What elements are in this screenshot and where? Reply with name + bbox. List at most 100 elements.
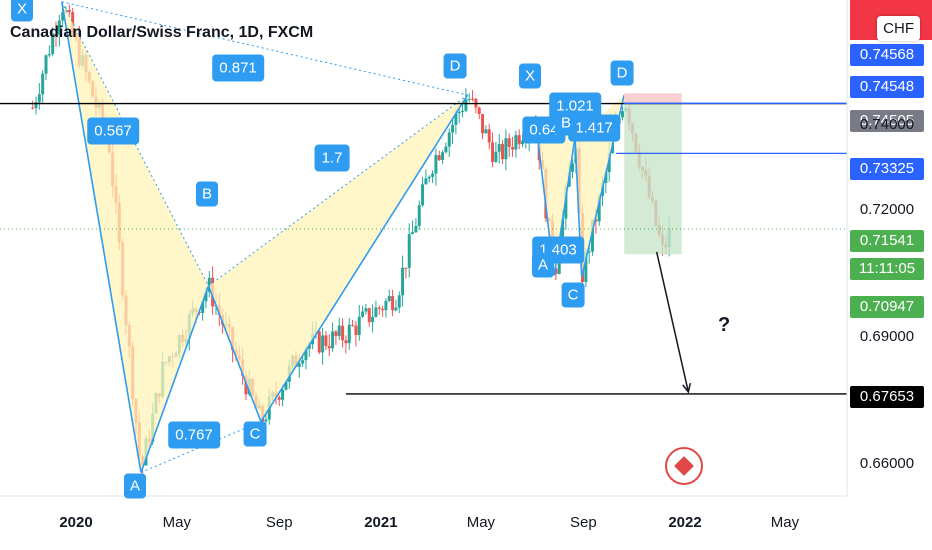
candle-body bbox=[594, 219, 598, 222]
candle-body bbox=[41, 73, 45, 95]
candle-body bbox=[317, 331, 321, 353]
ratio-bd[interactable]: 1.7 bbox=[314, 144, 350, 172]
x-tick-label: May bbox=[770, 514, 800, 531]
projection-arrow-head bbox=[682, 382, 692, 394]
candle-body bbox=[277, 397, 281, 400]
candle-body bbox=[367, 308, 371, 323]
candle-body bbox=[297, 363, 301, 367]
price-axis-tag: 0.74568 bbox=[850, 44, 924, 66]
point2-label-x[interactable]: X bbox=[518, 63, 542, 89]
x-tick-label: Sep bbox=[265, 514, 293, 531]
candle-body bbox=[491, 142, 495, 162]
candle-body bbox=[361, 311, 365, 317]
candle-body bbox=[281, 389, 285, 400]
candle-body bbox=[381, 308, 385, 311]
candle-body bbox=[331, 331, 335, 349]
pattern-leg bbox=[61, 1, 142, 473]
pattern-fill-bcd bbox=[208, 95, 468, 422]
candle-body bbox=[487, 129, 491, 143]
ratio-xb[interactable]: 0.567 bbox=[87, 117, 139, 145]
candle-body bbox=[427, 176, 431, 179]
candle-body bbox=[514, 135, 518, 150]
candle-body bbox=[421, 184, 425, 206]
pattern-leg bbox=[260, 94, 469, 423]
ratio2-r3[interactable]: 1.417 bbox=[568, 114, 620, 142]
pattern-ratio-line bbox=[61, 1, 209, 287]
candle-body bbox=[501, 144, 505, 160]
target-zone bbox=[624, 93, 682, 255]
candle-body bbox=[401, 267, 405, 296]
ratio-xd[interactable]: 0.871 bbox=[212, 54, 264, 82]
point-label-d[interactable]: D bbox=[443, 53, 467, 79]
candle-body bbox=[424, 178, 428, 185]
candle-body bbox=[404, 267, 408, 269]
candle-body bbox=[464, 99, 468, 111]
ratio-ac[interactable]: 0.767 bbox=[168, 421, 220, 449]
candle-body bbox=[304, 348, 308, 361]
candle-body bbox=[457, 111, 461, 114]
point2-label-d[interactable]: D bbox=[610, 60, 634, 86]
currency-box[interactable]: CHF bbox=[877, 16, 920, 41]
candle-body bbox=[374, 307, 378, 317]
candle-body bbox=[327, 346, 331, 349]
candle-body bbox=[621, 111, 625, 118]
candle-body bbox=[517, 135, 521, 145]
candle-body bbox=[347, 324, 351, 344]
candle-body bbox=[554, 268, 558, 274]
candle-body bbox=[477, 107, 481, 114]
candle-body bbox=[387, 296, 391, 301]
candle-body bbox=[384, 300, 388, 311]
x-tick-label: 2021 bbox=[364, 514, 398, 531]
candle-body bbox=[444, 146, 448, 153]
candle-body bbox=[397, 295, 401, 308]
point2-label-c[interactable]: C bbox=[561, 282, 585, 308]
candle-body bbox=[67, 10, 71, 13]
candle-body bbox=[364, 308, 368, 312]
y-tick-label: 0.72000 bbox=[859, 200, 915, 218]
candle-body bbox=[511, 147, 515, 150]
candle-body bbox=[391, 296, 395, 311]
x-tick-label: 2020 bbox=[59, 514, 93, 531]
pattern2-fill-xab bbox=[535, 116, 576, 276]
candle-body bbox=[411, 232, 415, 235]
candle-body bbox=[604, 172, 608, 183]
candle-body bbox=[321, 335, 325, 353]
y-tick-label: 0.66000 bbox=[859, 455, 915, 472]
stop-zone bbox=[624, 93, 682, 104]
point2-label-b[interactable]: B bbox=[554, 110, 578, 136]
point-label-a[interactable]: A bbox=[123, 473, 147, 499]
candle-body bbox=[484, 129, 488, 134]
chart-title: Canadian Dollar/Swiss Franc, 1D, FXCM bbox=[10, 24, 314, 41]
candle-body bbox=[334, 331, 338, 336]
candle-body bbox=[354, 325, 358, 335]
price-axis-tag: 0.74505 bbox=[850, 110, 924, 132]
candle-body bbox=[61, 12, 65, 21]
candle-body bbox=[441, 152, 445, 160]
point-label-c[interactable]: C bbox=[243, 421, 267, 447]
candle-body bbox=[301, 360, 305, 364]
candle-body bbox=[54, 33, 58, 35]
candle-body bbox=[587, 251, 591, 253]
candle-body bbox=[357, 316, 361, 335]
point-label-b[interactable]: B bbox=[195, 181, 219, 207]
price-axis-tag: 0.70947 bbox=[850, 296, 924, 318]
price-axis-tag: 11:11:05 bbox=[850, 258, 924, 280]
point2-label-a[interactable]: A bbox=[531, 252, 555, 278]
projection-arrow bbox=[655, 251, 690, 393]
candle-body bbox=[51, 33, 55, 54]
canada-flag-icon bbox=[665, 447, 703, 485]
candle-body bbox=[31, 107, 35, 109]
x-tick-label: 2022 bbox=[668, 514, 702, 531]
candle-body bbox=[497, 144, 501, 152]
x-tick-label: Sep bbox=[570, 514, 597, 531]
candle-body bbox=[437, 155, 441, 160]
question-mark: ? bbox=[718, 314, 731, 336]
candle-body bbox=[284, 381, 288, 390]
candle-body bbox=[394, 307, 398, 311]
price-axis-tag: 0.67653 bbox=[850, 386, 924, 408]
candle-body bbox=[407, 234, 411, 268]
price-axis-tag: 0.74548 bbox=[850, 76, 924, 98]
candle-body bbox=[571, 163, 575, 172]
point-label-x[interactable]: X bbox=[10, 0, 34, 22]
